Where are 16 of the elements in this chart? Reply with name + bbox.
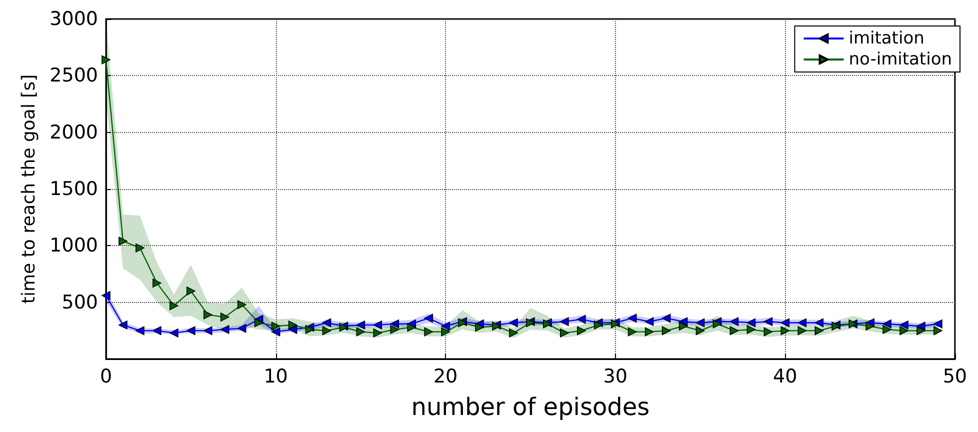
legend-label: imitation (848, 28, 924, 48)
x-tick-label: 10 (264, 366, 288, 388)
x-tick-label: 40 (773, 366, 798, 388)
y-tick-label: 500 (62, 291, 98, 314)
y-tick-label: 2500 (50, 64, 98, 87)
y-axis-title: time to reach the goal [s] (18, 74, 40, 304)
x-tick-label: 20 (433, 366, 458, 388)
y-tick-label: 2000 (50, 121, 98, 144)
legend-label: no-imitation (848, 50, 952, 70)
x-tick-label: 0 (100, 366, 112, 388)
x-axis-title: number of episodes (411, 393, 650, 421)
x-tick-label: 30 (603, 366, 628, 388)
y-tick-label: 3000 (50, 8, 98, 30)
y-tick-label: 1000 (50, 234, 98, 257)
y-tick-label: 1500 (50, 178, 98, 200)
x-tick-label: 50 (942, 366, 968, 388)
